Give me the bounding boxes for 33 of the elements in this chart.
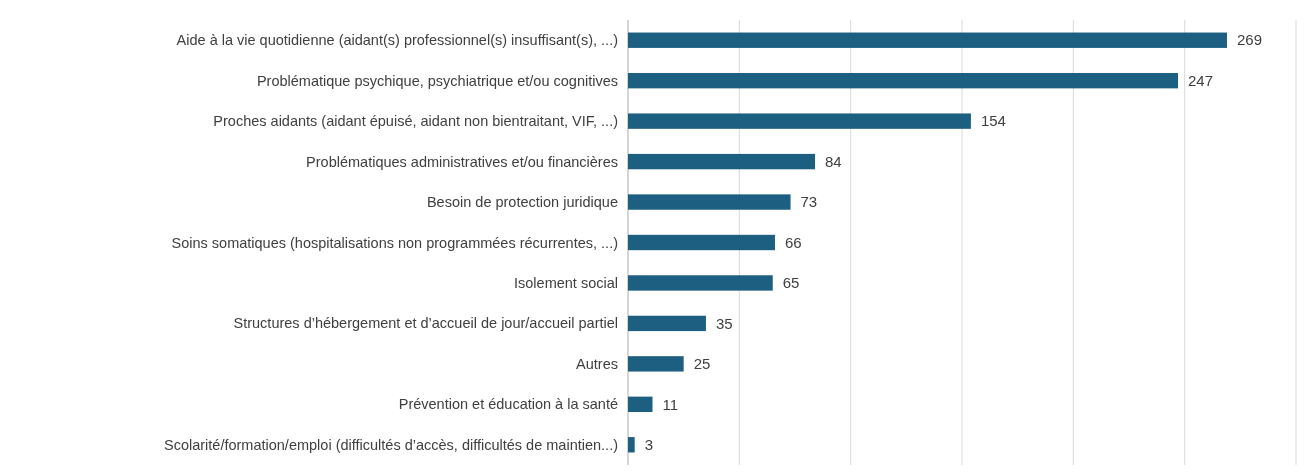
bar [628, 194, 791, 210]
bar [628, 73, 1178, 89]
y-tick-label: Soins somatiques (hospitalisations non programmées récurrentes, ...) [171, 234, 618, 251]
data-label: 11 [662, 395, 679, 413]
bar [628, 275, 773, 291]
data-label: 25 [693, 355, 711, 373]
y-tick-label: Proches aidants (aidant épuisé, aidant non bientraitant, VIF, ...) [213, 113, 618, 130]
data-label: 66 [784, 233, 802, 251]
data-label: 269 [1236, 31, 1262, 49]
y-tick-label: Autres [576, 355, 618, 372]
data-label: 3 [644, 436, 654, 454]
bar [628, 32, 1227, 48]
bar [628, 396, 653, 412]
y-tick-label: Problématique psychique, psychiatrique et/ou cognitives [256, 72, 618, 89]
data-label: 65 [782, 274, 800, 292]
data-label: 35 [715, 314, 733, 332]
data-label: 73 [800, 193, 818, 211]
y-tick-label: Scolarité/formation/emploi (difficultés d’accès, difficultés de maintien...) [163, 436, 618, 453]
data-label: 154 [980, 112, 1006, 130]
bar [628, 234, 775, 251]
bar [628, 315, 706, 332]
data-label: 247 [1187, 71, 1214, 89]
data-label: 84 [825, 152, 842, 170]
bar [628, 113, 971, 129]
y-tick-label: Problématiques administratives et/ou financières [306, 153, 618, 170]
y-tick-label: Structures d’hébergement et d’accueil de jour/accueil partiel [233, 315, 618, 332]
bar [628, 356, 684, 372]
y-tick-label: Aide à la vie quotidienne (aidant(s) professionnel(s) insuffisant(s), ...) [176, 32, 618, 49]
y-tick-label: Prévention et éducation à la santé [398, 396, 618, 413]
bar [628, 153, 816, 170]
y-tick-label: Besoin de protection juridique [426, 194, 618, 211]
y-tick-label: Isolement social [514, 275, 618, 292]
bar [628, 437, 635, 453]
